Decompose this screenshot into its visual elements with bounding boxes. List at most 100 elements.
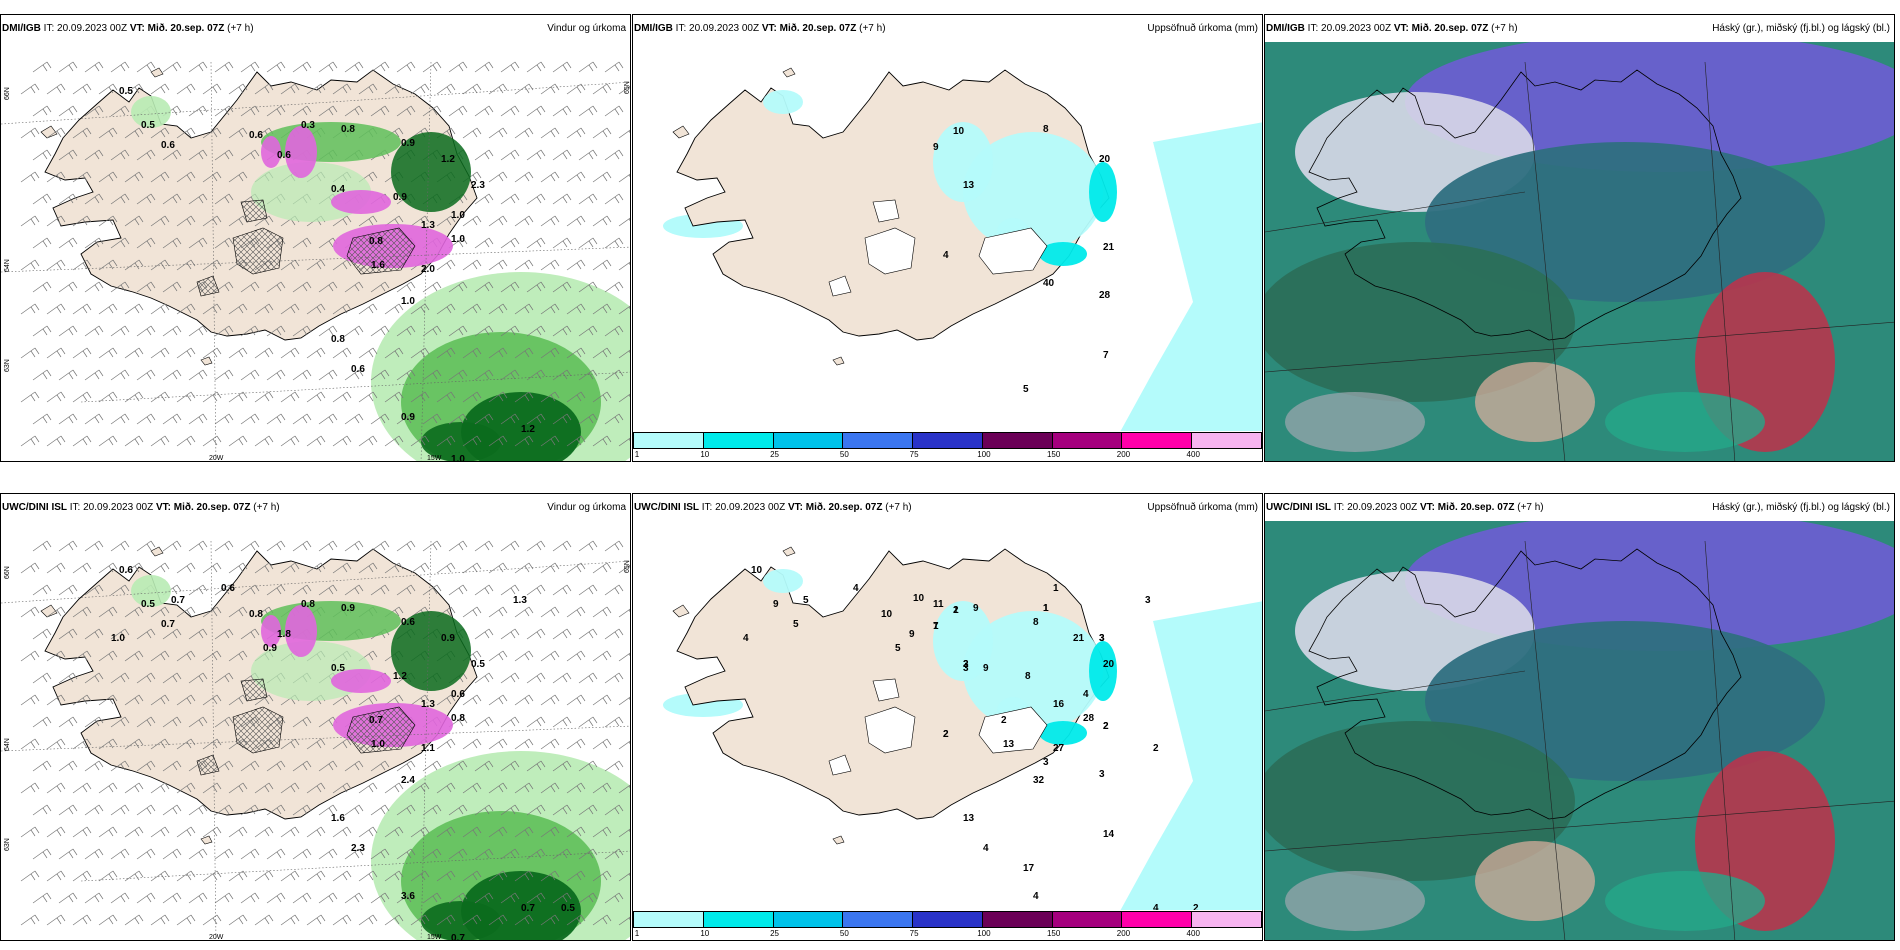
glacier: [232, 706, 284, 754]
wind-barb: [162, 892, 182, 904]
wind-barb: [72, 435, 92, 447]
wind-barb: [436, 826, 456, 838]
cloud-mix: [1285, 871, 1425, 931]
wind-barb: [188, 369, 208, 381]
wind-barb: [124, 782, 144, 794]
colorbar-tick-label: 150: [1046, 450, 1061, 459]
value-label: 8: [1043, 124, 1049, 135]
wind-barb: [228, 347, 248, 359]
lead-time: (+7 h): [859, 23, 886, 34]
wind-barb: [500, 281, 520, 293]
wind-barb: [58, 193, 78, 205]
wind-barb: [228, 870, 248, 882]
wind-barb: [462, 83, 482, 95]
wind-barb: [552, 369, 572, 381]
wind-barb: [20, 83, 40, 95]
wind-barb: [592, 870, 612, 882]
wind-barb: [202, 435, 222, 447]
value-label: 2.4: [401, 775, 415, 786]
wind-barb: [540, 171, 560, 183]
wind-barb: [84, 193, 104, 205]
wind-barb: [188, 105, 208, 117]
value-label: 28: [1083, 713, 1095, 724]
wind-barb: [306, 914, 326, 926]
value-label: 16: [1053, 699, 1065, 710]
wind-barb: [540, 127, 560, 139]
wind-barb: [214, 369, 234, 381]
cloud-low: [1265, 721, 1575, 881]
vt-label: VT:: [761, 23, 777, 34]
panel-header: DMI/IGB IT: 20.09.2023 00Z VT: Mið. 20.s…: [633, 15, 1262, 42]
value-label: 2.3: [351, 843, 365, 854]
wind-barb: [474, 149, 494, 161]
precip-area: [421, 422, 501, 461]
wind-barb: [462, 606, 482, 618]
colorbar: 1 10 25 50 75 100 150 200 400: [633, 431, 1262, 461]
wind-barb: [566, 694, 586, 706]
value-label: 2: [943, 729, 949, 740]
graticule-line: [80, 850, 630, 882]
wind-barb: [410, 303, 430, 315]
wind-barb: [318, 281, 338, 293]
wind-barb: [488, 870, 508, 882]
wind-barb: [448, 848, 468, 860]
wind-barb: [188, 237, 208, 249]
wind-barb: [280, 391, 300, 403]
wind-barb: [540, 215, 560, 227]
wind-barb: [410, 826, 430, 838]
wind-barb: [604, 584, 624, 596]
wind-barb: [124, 738, 144, 750]
wind-barb: [228, 650, 248, 662]
wind-barb: [396, 892, 416, 904]
wind-barb: [124, 694, 144, 706]
wind-barb: [46, 347, 66, 359]
wind-barb: [552, 193, 572, 205]
wind-barb: [228, 83, 248, 95]
colorbar-tick-label: 1: [634, 929, 640, 938]
precip-area: [933, 601, 993, 681]
wind-barb: [578, 716, 598, 728]
wind-barb: [240, 540, 260, 552]
wind-barb: [20, 826, 40, 838]
lead-time: (+7 h): [253, 502, 280, 513]
wind-barb: [162, 281, 182, 293]
wind-barb: [84, 628, 104, 640]
wind-barb: [240, 281, 260, 293]
it-label: IT:: [701, 502, 713, 513]
panel-header: DMI/IGB IT: 20.09.2023 00Z VT: Mið. 20.s…: [1265, 15, 1894, 42]
axis-label: 15W: [427, 934, 442, 941]
wind-barb: [604, 716, 624, 728]
value-label: 2.0: [421, 264, 435, 275]
wind-barb: [396, 804, 416, 816]
wind-barb: [474, 804, 494, 816]
wind-barb: [448, 325, 468, 337]
value-label: 3: [1099, 633, 1105, 644]
wind-barb: [20, 738, 40, 750]
wind-barb: [254, 83, 274, 95]
wind-barb: [370, 584, 390, 596]
value-label: 13: [1003, 739, 1015, 750]
wind-barb: [618, 608, 630, 618]
wind-barb: [228, 606, 248, 618]
wind-barb: [436, 870, 456, 882]
wind-barb: [436, 435, 456, 447]
panel-dmi-cloud: DMI/IGB IT: 20.09.2023 00Z VT: Mið. 20.s…: [1264, 14, 1895, 462]
wind-barb: [500, 413, 520, 425]
wind-barb: [500, 237, 520, 249]
wind-barb: [266, 584, 286, 596]
wind-barb: [422, 325, 442, 337]
wind-barb: [84, 892, 104, 904]
wind-barb: [488, 259, 508, 271]
wind-barb: [84, 61, 104, 73]
wind-barb: [20, 215, 40, 227]
wind-barb: [240, 61, 260, 73]
wind-barb: [384, 83, 404, 95]
wind-barb: [578, 281, 598, 293]
cloud-mix: [1475, 362, 1595, 442]
wind-barb: [254, 303, 274, 315]
colorbar-swatch: [702, 911, 774, 928]
value-label: 1.0: [451, 454, 465, 462]
wind-barb: [358, 215, 378, 227]
wind-barb: [20, 303, 40, 315]
wind-barb: [526, 540, 546, 552]
